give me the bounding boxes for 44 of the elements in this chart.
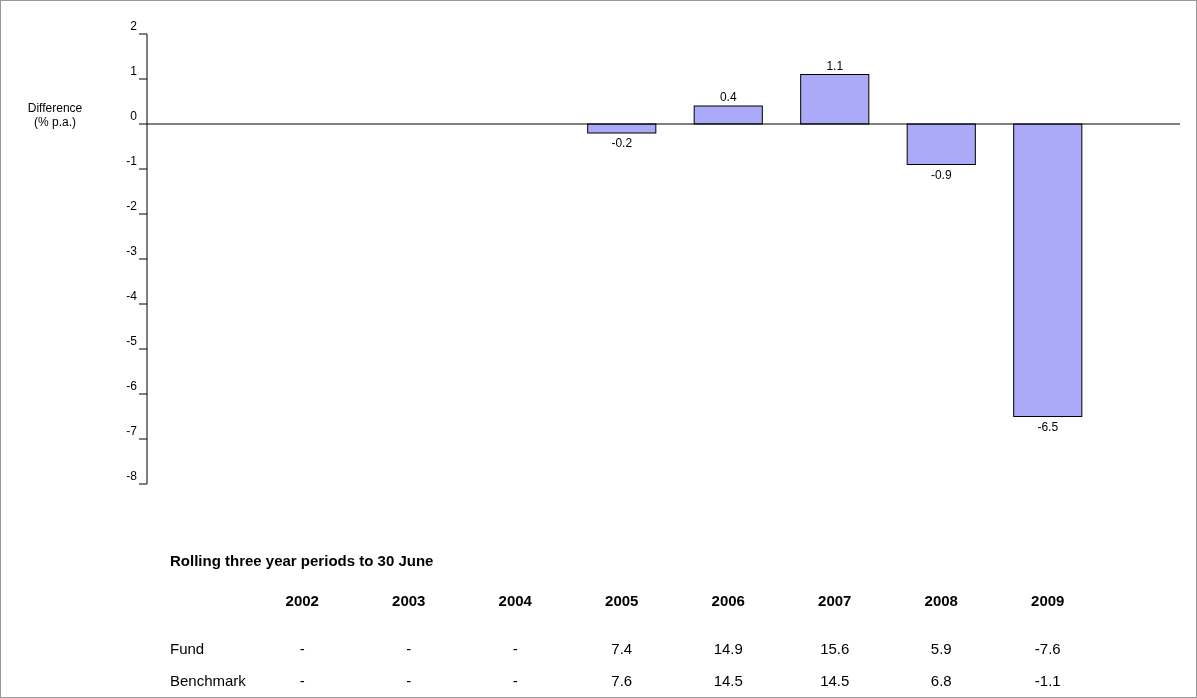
x-tick-label: 2009: [1031, 592, 1065, 609]
text: -1.1: [1034, 672, 1061, 689]
x-tick-label: 2004: [498, 592, 533, 609]
x-tick-label: 2008: [924, 592, 958, 609]
text: -: [299, 640, 305, 657]
y-tick-label: 2: [130, 19, 138, 33]
data-label: -0.9: [930, 167, 952, 182]
data-label: 1.1: [826, 58, 844, 73]
text: 5.9: [930, 640, 952, 657]
text: 14.5: [820, 672, 850, 689]
x-tick-label: 2002: [285, 592, 319, 609]
text: -: [406, 640, 412, 657]
y-tick-label: -2: [126, 199, 138, 213]
text: 6.8: [930, 672, 952, 689]
text: 15.6: [820, 640, 850, 657]
y-tick-label: -7: [126, 424, 138, 438]
y-tick-label: -4: [126, 289, 138, 303]
y-tick-label: 1: [130, 64, 138, 78]
text: 7.4: [611, 640, 633, 657]
x-axis-title: Rolling three year periods to 30 June: [170, 552, 434, 569]
x-tick-label: 2007: [818, 592, 852, 609]
text: -: [299, 672, 305, 689]
text: -: [406, 672, 412, 689]
text: 14.5: [713, 672, 743, 689]
text: Benchmark: [170, 672, 247, 689]
y-tick-label: -6: [126, 379, 138, 393]
text: -: [512, 640, 518, 657]
y-tick-label: 0: [130, 109, 138, 123]
y-axis-title: Difference (% p.a.): [27, 101, 83, 129]
text: 7.6: [611, 672, 633, 689]
y-tick-label: -8: [126, 469, 138, 483]
data-label: -6.5: [1037, 419, 1059, 434]
x-tick-label: 2003: [392, 592, 426, 609]
text: -7.6: [1034, 640, 1061, 657]
data-label: 0.4: [719, 90, 737, 104]
x-tick-label: 2006: [711, 592, 745, 609]
y-tick-label: -1: [126, 154, 138, 168]
text: Fund: [170, 640, 205, 657]
y-tick-label: -3: [126, 244, 138, 258]
data-label: -0.2: [611, 136, 633, 150]
x-tick-label: 2005: [605, 592, 639, 609]
text: 14.9: [713, 640, 743, 657]
y-tick-label: -5: [126, 334, 138, 348]
text: -: [512, 672, 518, 689]
